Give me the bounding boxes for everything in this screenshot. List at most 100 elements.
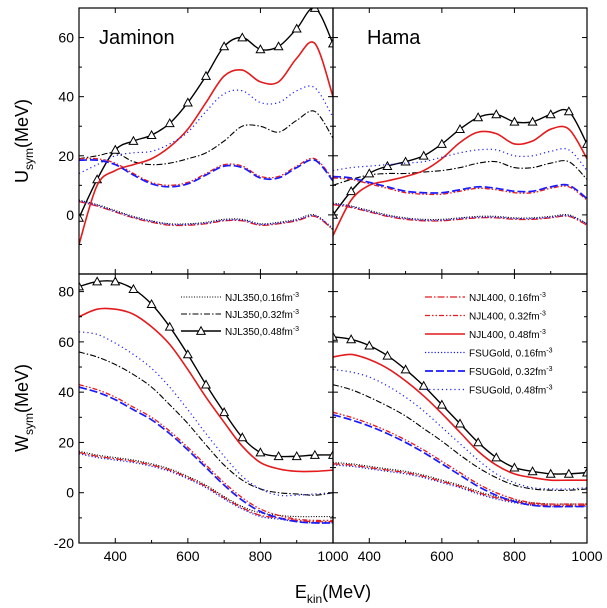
triangle-marker bbox=[418, 380, 429, 390]
legend-label-njl350_016: NJL350,0.16fm-3 bbox=[225, 292, 299, 304]
triangle-marker bbox=[273, 41, 284, 51]
triangle-marker bbox=[255, 447, 266, 457]
panel-title-hama: Hama bbox=[367, 27, 421, 49]
series-line-fsu_048 bbox=[333, 368, 587, 490]
triangle-marker bbox=[237, 32, 248, 42]
triangle-marker bbox=[146, 298, 157, 309]
triangle-marker bbox=[92, 276, 103, 286]
triangle-marker bbox=[146, 129, 157, 139]
x-axis-label: Ekin(MeV) bbox=[295, 582, 371, 606]
panels-group bbox=[78, 7, 588, 544]
legend-label-text: NJL400, 0.32fm bbox=[469, 312, 540, 323]
triangle-marker bbox=[327, 38, 333, 48]
legend-label-sup: -3 bbox=[540, 329, 546, 336]
triangle-marker bbox=[491, 109, 502, 119]
y-axis-label-bottom-tail: (MeV) bbox=[12, 364, 32, 413]
triangle-marker bbox=[200, 379, 212, 389]
series-line-njl350_016 bbox=[79, 199, 333, 231]
y-axis-label-top-main: U bbox=[12, 170, 32, 183]
legend-label-sup: -3 bbox=[546, 366, 552, 373]
triangle-marker bbox=[255, 44, 266, 54]
triangle-marker bbox=[509, 462, 520, 472]
panel-w-jaminon bbox=[78, 273, 334, 544]
triangle-marker bbox=[364, 340, 375, 350]
legend-label-fsu_032: FSUGold, 0.32fm-3 bbox=[469, 366, 553, 378]
legend-label-text: NJL350,0.48fm bbox=[225, 327, 293, 338]
legend-label-sup: -3 bbox=[293, 326, 299, 333]
triangle-marker bbox=[436, 138, 447, 148]
legend-label-njl400_048: NJL400, 0.48fm-3 bbox=[469, 329, 546, 341]
triangle-marker bbox=[309, 8, 320, 12]
y-axis-label-bottom-sub: sym bbox=[22, 413, 36, 435]
legend-label-text: NJL400, 0.48fm bbox=[469, 330, 540, 341]
series-line-fsu_048 bbox=[79, 331, 333, 497]
series-line-njl350_016 bbox=[333, 462, 587, 505]
legend-label-text: NJL400, 0.16fm bbox=[469, 293, 540, 304]
triangle-marker bbox=[200, 70, 212, 80]
triangle-marker bbox=[219, 407, 230, 417]
y-tick-label: 60 bbox=[58, 334, 74, 350]
legend-label-text: NJL350,0.16fm bbox=[225, 293, 293, 304]
legend-left: NJL350,0.16fm-3NJL350,0.32fm-3NJL350,0.4… bbox=[181, 292, 299, 338]
x-axis-label-sub: kin bbox=[307, 592, 322, 606]
series-group bbox=[79, 276, 333, 524]
series-line-fsu_016 bbox=[333, 203, 587, 225]
labels-group: 0 20 40 60 -20 0 20 40 60 80 400 600 800 1000 400 600 80… bbox=[12, 27, 603, 606]
series-line-njl350_032 bbox=[333, 160, 587, 186]
triangle-marker bbox=[491, 452, 502, 462]
legend-label-sup: -3 bbox=[293, 309, 299, 316]
x-tick-label: 1000 bbox=[317, 548, 348, 564]
triangle-marker bbox=[454, 418, 466, 428]
legend-label-njl350_048: NJL350,0.48fm-3 bbox=[225, 326, 299, 338]
triangle-marker bbox=[128, 283, 139, 293]
x-tick-label: 1000 bbox=[571, 548, 602, 564]
triangle-marker bbox=[110, 276, 121, 286]
triangle-marker bbox=[454, 123, 466, 134]
legend-label-njl400_016: NJL400, 0.16fm-3 bbox=[469, 292, 546, 304]
triangle-marker bbox=[563, 468, 574, 478]
triangle-marker bbox=[473, 112, 484, 122]
series-line-njl350_032 bbox=[333, 384, 587, 491]
triangle-marker bbox=[563, 106, 574, 116]
series-line-fsu_016 bbox=[333, 464, 587, 508]
triangle-marker bbox=[291, 23, 302, 33]
triangle-marker bbox=[110, 144, 121, 154]
series-line-njl400_048 bbox=[79, 41, 333, 245]
legend-label-njl400_032: NJL400, 0.32fm-3 bbox=[469, 311, 546, 323]
series-line-njl400_032 bbox=[333, 177, 587, 201]
triangle-marker bbox=[182, 97, 193, 107]
triangle-marker bbox=[164, 321, 175, 331]
legend-label-sup: -3 bbox=[546, 385, 552, 392]
legend-label-njl350_032: NJL350,0.32fm-3 bbox=[225, 309, 299, 321]
triangle-marker bbox=[545, 468, 556, 478]
series-line-njl400_016 bbox=[79, 451, 333, 523]
series-line-fsu_032 bbox=[333, 175, 587, 200]
x-tick-label: 400 bbox=[358, 548, 382, 564]
triangle-marker bbox=[382, 350, 393, 360]
x-axis-label-tail: (MeV) bbox=[322, 582, 371, 602]
series-line-njl350_016 bbox=[333, 202, 587, 225]
series-line-njl400_016 bbox=[79, 200, 333, 231]
triangle-marker bbox=[128, 135, 139, 145]
series-line-njl400_048 bbox=[333, 125, 587, 236]
y-tick-label: -20 bbox=[54, 535, 74, 551]
triangle-marker bbox=[195, 325, 207, 335]
triangle-marker bbox=[581, 467, 587, 477]
y-axis-label-bottom: Wsym(MeV) bbox=[12, 364, 36, 452]
y-tick-label: 80 bbox=[58, 284, 74, 300]
legend-label-text: FSUGold, 0.16fm bbox=[469, 349, 546, 360]
triangle-marker bbox=[182, 349, 193, 359]
series-group bbox=[79, 8, 333, 245]
y-tick-label: 60 bbox=[58, 30, 74, 46]
y-axis-label-top-tail: (MeV) bbox=[12, 99, 32, 148]
triangle-marker bbox=[333, 331, 339, 341]
triangle-marker bbox=[418, 150, 429, 160]
series-line-njl400_032 bbox=[79, 383, 333, 522]
x-axis-label-main: E bbox=[295, 582, 307, 602]
y-tick-label: 20 bbox=[58, 148, 74, 164]
series-line-njl350_032 bbox=[79, 351, 333, 496]
series-line-fsu_016 bbox=[79, 453, 333, 524]
triangle-marker bbox=[164, 118, 175, 128]
